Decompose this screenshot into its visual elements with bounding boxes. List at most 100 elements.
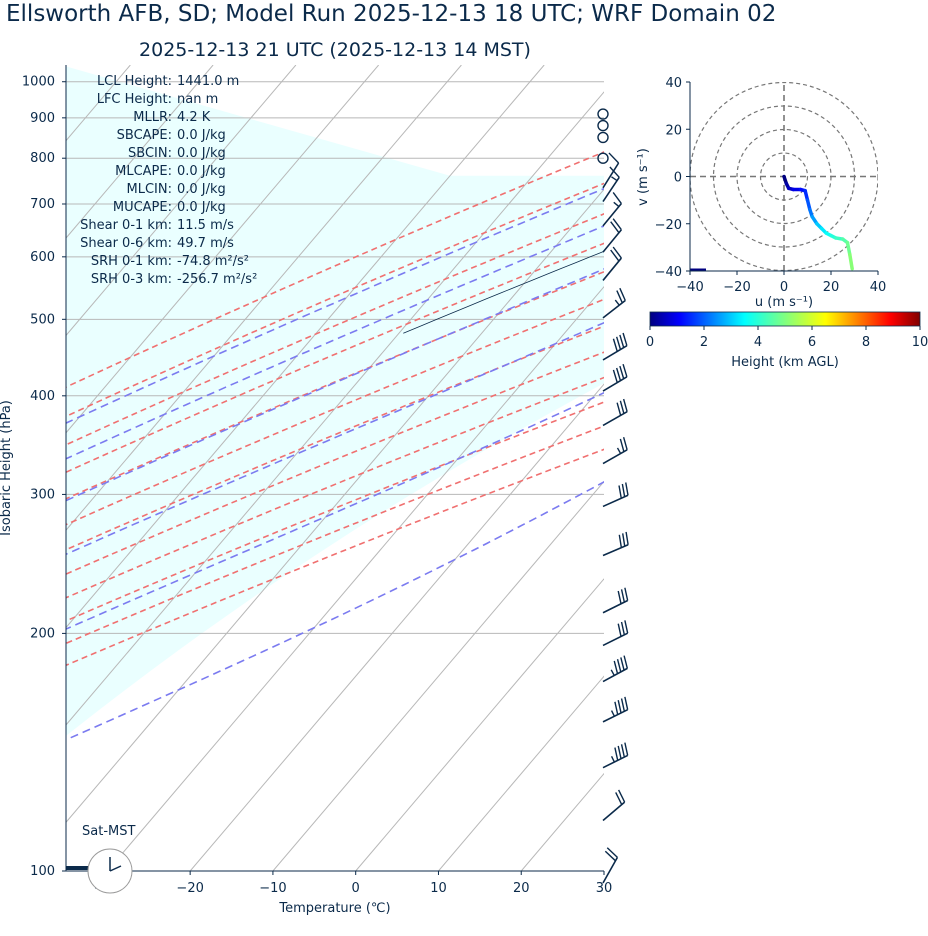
- stat-value: 1441.0 m: [177, 74, 239, 89]
- x-tick-label: 30: [596, 881, 613, 896]
- wind-barb: [602, 847, 619, 884]
- dry-adiabat: [66, 425, 604, 645]
- y-tick-label: 300: [30, 487, 55, 502]
- barb-feather: [612, 369, 618, 383]
- barb-staff: [602, 708, 629, 723]
- clock-icon: [87, 848, 133, 894]
- skewt-profiles: [403, 250, 604, 334]
- stat-label: SBCIN:: [128, 146, 172, 161]
- stat-label: SRH 0-1 km:: [91, 254, 172, 269]
- hodograph: −40 −20 0 20 40 −40 −20 0 20 40: [655, 76, 887, 295]
- isotherm--10: [272, 480, 604, 871]
- moist-adiabat: [66, 268, 604, 502]
- barb-feather: [604, 850, 616, 862]
- barb-feather: [617, 789, 626, 803]
- isotherm-10: [438, 675, 604, 871]
- barb-staff: [602, 176, 620, 203]
- barb-feather: [624, 696, 629, 710]
- moist-adiabat: [66, 480, 604, 741]
- barb-staff: [602, 494, 629, 508]
- colorbar-label: Height (km AGL): [731, 355, 839, 370]
- hodograph-y-tick-label: 0: [674, 171, 682, 186]
- colorbar-tick-label: 4: [754, 335, 762, 350]
- mixing-ratio-line: [687, 65, 904, 257]
- hodograph-x-label: u (m s⁻¹): [755, 295, 813, 310]
- barb-staff: [602, 754, 629, 769]
- wind-barb: [602, 789, 626, 822]
- barb-feather: [619, 334, 625, 348]
- chart-subtitle: 2025-12-13 21 UTC (2025-12-13 14 MST): [139, 39, 531, 61]
- barb-half-feather: [610, 669, 615, 676]
- barb-feather: [618, 485, 622, 499]
- barb-staff: [602, 449, 628, 465]
- barb-feather: [619, 438, 625, 452]
- barb-staff: [602, 599, 629, 614]
- stat-label: MLCAPE:: [115, 164, 172, 179]
- wind-barb: [602, 332, 628, 361]
- barb-staff: [602, 203, 623, 227]
- barb-feather: [610, 249, 620, 262]
- isotherm--40: [66, 188, 604, 824]
- barb-feather: [615, 367, 622, 381]
- barb-feather: [608, 152, 620, 164]
- stat-value: 0.0 J/kg: [177, 128, 226, 143]
- wind-barb: [602, 246, 623, 281]
- parcel-trace: [403, 250, 604, 334]
- clock-label: Sat-MST: [82, 824, 135, 839]
- calm-barb: [597, 119, 609, 132]
- stat-value: 49.7 m/s: [177, 236, 234, 251]
- barb-half-feather: [616, 447, 622, 454]
- chart-title: Ellsworth AFB, SD; Model Run 2025-12-13 …: [6, 1, 776, 27]
- barb-half-feather: [611, 176, 618, 182]
- isotherm--100: [66, 65, 214, 239]
- barb-feather: [619, 365, 625, 379]
- isotherm--50: [66, 91, 604, 726]
- isotherm-30: [603, 870, 604, 871]
- barb-feather: [625, 482, 629, 496]
- dry-adiabat: [66, 213, 604, 446]
- barb-feather: [622, 398, 628, 412]
- wind-barb: [602, 363, 628, 392]
- stat-value: 4.2 K: [177, 110, 211, 125]
- stat-value: 0.0 J/kg: [177, 146, 226, 161]
- barb-feather: [619, 287, 626, 301]
- wind-barb: [602, 655, 629, 683]
- hodograph-plot: [690, 82, 878, 271]
- y-tick-label: 700: [30, 197, 55, 212]
- barb-feather: [624, 620, 629, 634]
- isotherm-0: [355, 578, 604, 871]
- hodograph-x-tick-label: 20: [823, 280, 840, 295]
- barb-feather: [617, 745, 622, 759]
- wind-barb: [602, 287, 626, 319]
- y-tick-label: 200: [30, 626, 55, 641]
- y-tick-label: 100: [30, 864, 55, 879]
- hodograph-y-label: v (m s⁻¹): [636, 148, 651, 206]
- stat-value: nan m: [177, 92, 218, 107]
- isotherm--80: [66, 65, 380, 434]
- skewt-x-label: Temperature (℃): [278, 901, 390, 916]
- mixing-ratio-line: [888, 65, 928, 257]
- barb-feather: [616, 659, 622, 673]
- barb-feather: [621, 483, 626, 497]
- barb-staff: [602, 229, 623, 253]
- hodograph-y-tick-label: 40: [665, 76, 682, 91]
- wind-barb: [602, 218, 623, 253]
- barb-feather: [622, 332, 628, 346]
- hodograph-y-tick-label: −40: [655, 265, 682, 280]
- x-tick-label: −10: [259, 881, 286, 896]
- wind-barb: [602, 696, 629, 723]
- barb-half-feather: [610, 756, 616, 763]
- stat-value: 0.0 J/kg: [177, 182, 226, 197]
- barb-feather: [619, 400, 625, 414]
- barb-staff: [602, 632, 629, 647]
- mixing-ratio-line: [754, 65, 928, 257]
- wind-barb: [602, 587, 629, 614]
- wind-barbs: [597, 108, 629, 884]
- wind-barb: [602, 531, 629, 557]
- calm-barb: [597, 152, 609, 164]
- isotherm-40: [687, 65, 928, 871]
- barb-feather: [624, 742, 629, 756]
- barb-feather: [606, 847, 618, 858]
- moist-adiabat: [66, 391, 604, 630]
- y-tick-label: 800: [30, 151, 55, 166]
